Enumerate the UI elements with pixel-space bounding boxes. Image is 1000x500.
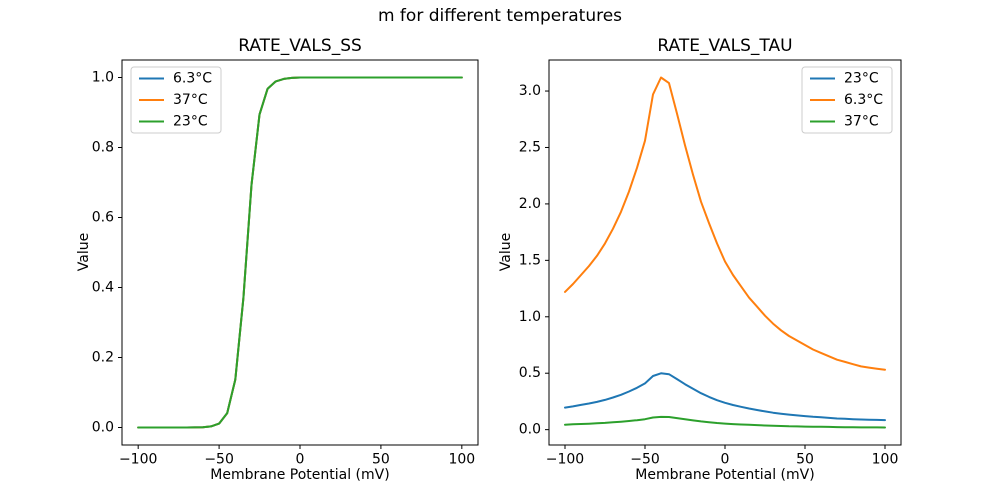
x-tick-label: 50 [796,452,814,468]
legend-label: 6.3°C [173,71,212,87]
legend-label: 23°C [173,114,208,130]
x-tick-label: 50 [372,452,390,468]
series-line-37°C [564,415,886,429]
y-tick-label: 0.4 [92,280,114,296]
legend-label: 37°C [844,114,879,130]
legend-label: 23°C [844,71,879,87]
series-line-6.3°C [564,76,886,371]
figure-title: m for different temperatures [377,6,623,26]
x-tick-label: 0 [721,452,730,468]
legend-box [130,66,222,134]
x-tick-label: −50 [204,452,234,468]
x-tick-label: −50 [630,452,660,468]
x-tick-label: 0 [296,452,305,468]
y-tick-label: 1.0 [92,70,114,86]
y-tick-label: 0.8 [92,140,114,156]
left-xaxis-label: Membrane Potential (mV) [210,467,390,483]
x-tick-label: 100 [872,452,899,468]
y-tick-label: 0.0 [92,420,114,436]
series-line-23°C [137,76,463,429]
legend-label: 37°C [173,92,208,108]
y-tick-label: 2.5 [519,139,541,155]
x-tick-label: 100 [448,452,475,468]
y-tick-label: 0.2 [92,350,114,366]
right-subplot-title: RATE_VALS_TAU [657,36,793,56]
right-xaxis-label: Membrane Potential (mV) [635,467,815,483]
x-tick-label: −100 [546,452,584,468]
y-tick-label: 1.0 [519,309,541,325]
legend-box [801,66,893,134]
y-tick-label: 0.5 [519,365,541,381]
y-tick-label: 3.0 [519,83,541,99]
y-tick-label: 0.0 [519,422,541,438]
left-subplot-title: RATE_VALS_SS [238,36,362,56]
y-tick-label: 0.6 [92,210,114,226]
x-tick-label: −100 [119,452,157,468]
y-tick-label: 1.5 [519,252,541,268]
y-tick-label: 2.0 [519,196,541,212]
series-line-23°C [564,372,886,422]
legend-label: 6.3°C [844,92,883,108]
